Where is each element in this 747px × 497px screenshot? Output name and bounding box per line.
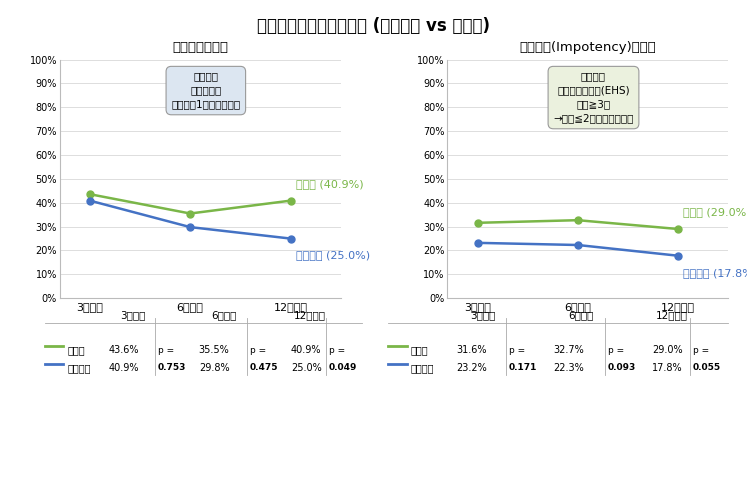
Text: 0.753: 0.753 bbox=[158, 363, 186, 372]
Text: 肅腔鏡 (29.0%): 肅腔鏡 (29.0%) bbox=[684, 207, 747, 217]
Text: ロボット: ロボット bbox=[411, 363, 434, 373]
Text: 17.8%: 17.8% bbox=[652, 363, 683, 373]
Text: 0.055: 0.055 bbox=[692, 363, 721, 372]
Text: 35.5%: 35.5% bbox=[199, 345, 229, 355]
Text: 40.9%: 40.9% bbox=[291, 345, 321, 355]
Text: 22.3%: 22.3% bbox=[554, 363, 584, 373]
Text: 0.475: 0.475 bbox=[249, 363, 278, 372]
Text: ロボット (17.8%): ロボット (17.8%) bbox=[684, 268, 747, 278]
Text: 0.049: 0.049 bbox=[329, 363, 357, 372]
Text: ロボット (25.0%): ロボット (25.0%) bbox=[296, 250, 370, 260]
Text: 29.0%: 29.0% bbox=[652, 345, 683, 355]
Text: 6ヶ月後: 6ヶ月後 bbox=[211, 311, 237, 321]
Text: 12ヶ月後: 12ヶ月後 bbox=[294, 311, 326, 321]
Title: 性交蔑害(Impotency)発生率: 性交蔑害(Impotency)発生率 bbox=[519, 41, 657, 54]
Text: 肅腔鏡 (40.9%): 肅腔鏡 (40.9%) bbox=[296, 179, 363, 189]
Text: 0.171: 0.171 bbox=[509, 363, 538, 372]
Text: p =: p = bbox=[158, 346, 173, 355]
Text: 0.093: 0.093 bbox=[607, 363, 636, 372]
Text: 肅腔鏡: 肅腔鏡 bbox=[411, 345, 429, 355]
Text: 12ヶ月後: 12ヶ月後 bbox=[657, 311, 688, 321]
Text: p =: p = bbox=[607, 346, 624, 355]
Text: p =: p = bbox=[509, 346, 525, 355]
Text: 31.6%: 31.6% bbox=[456, 345, 487, 355]
Text: 43.6%: 43.6% bbox=[108, 345, 139, 355]
Text: 肅腔鏡: 肅腔鏡 bbox=[67, 345, 85, 355]
Text: p =: p = bbox=[249, 346, 266, 355]
Title: 射精障害発生率: 射精障害発生率 bbox=[173, 41, 229, 54]
Text: 性交蔑害
勃起高度スコア(EHS)
術前≧3点
→術後≦2点になった場合: 性交蔑害 勃起高度スコア(EHS) 術前≧3点 →術後≦2点になった場合 bbox=[554, 72, 633, 124]
Text: アプローチ別障害発生率 (ロボット vs 肅腔鏡): アプローチ別障害発生率 (ロボット vs 肅腔鏡) bbox=[257, 17, 490, 35]
Text: p =: p = bbox=[692, 346, 709, 355]
Text: 29.8%: 29.8% bbox=[199, 363, 229, 373]
Text: 25.0%: 25.0% bbox=[291, 363, 322, 373]
Text: 射精障害
射精機能が
術前より1点以上ダウン: 射精障害 射精機能が 術前より1点以上ダウン bbox=[171, 72, 241, 109]
Text: 23.2%: 23.2% bbox=[456, 363, 487, 373]
Text: 3ヶ月後: 3ヶ月後 bbox=[120, 311, 146, 321]
Text: 32.7%: 32.7% bbox=[554, 345, 584, 355]
Text: ロボット: ロボット bbox=[67, 363, 90, 373]
Text: p =: p = bbox=[329, 346, 345, 355]
Text: 3ヶ月後: 3ヶ月後 bbox=[470, 311, 495, 321]
Text: 40.9%: 40.9% bbox=[108, 363, 139, 373]
Text: 6ヶ月後: 6ヶ月後 bbox=[568, 311, 593, 321]
